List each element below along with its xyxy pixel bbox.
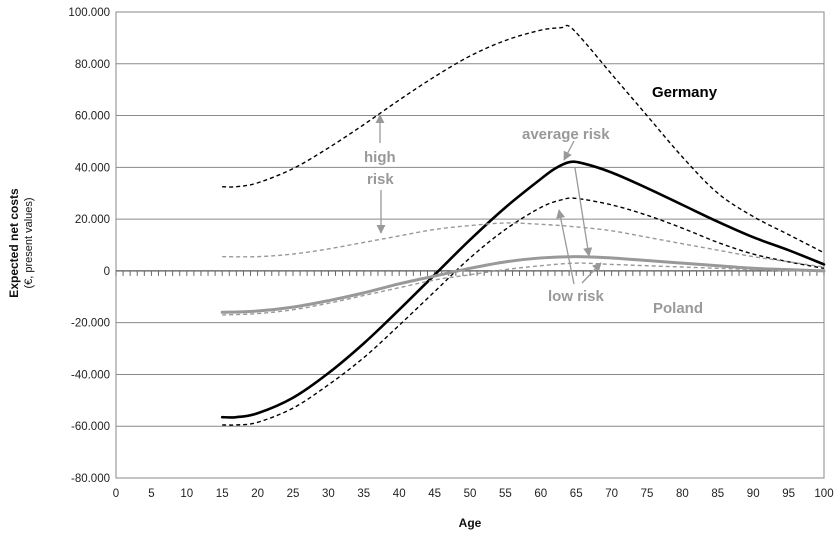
arrow-low-risk-poland	[581, 262, 602, 284]
y-axis-title-group: Expected net costs (€, present values)	[7, 188, 35, 298]
y-axis-title: Expected net costs	[7, 188, 21, 298]
series-lines	[220, 24, 826, 426]
y-axis-subtitle: (€, present values)	[23, 197, 35, 288]
x-tick-label: 55	[499, 488, 512, 500]
x-tick-label: 30	[322, 488, 335, 500]
annotation-high-risk-line1: high	[364, 149, 396, 166]
x-tick-label: 90	[747, 488, 760, 500]
y-tick-label: 80.000	[75, 59, 110, 71]
y-tick-label: 60.000	[75, 111, 110, 123]
series-germany-low	[222, 197, 825, 426]
annotation-germany: Germany	[652, 84, 718, 101]
annotation-poland: Poland	[653, 300, 703, 317]
x-tick-label: 75	[641, 488, 654, 500]
x-axis-title: Age	[459, 516, 482, 530]
y-tick-label: 20.000	[75, 214, 110, 226]
annotation-low-risk: low risk	[548, 288, 605, 305]
x-tick-label: 35	[357, 488, 370, 500]
x-tick-label: 85	[711, 488, 724, 500]
series-poland-high	[222, 222, 825, 268]
series-poland-average	[220, 255, 826, 314]
x-tick-label: 100	[814, 488, 833, 500]
y-tick-label: 40.000	[75, 162, 110, 174]
y-tick-label: -40.000	[71, 369, 110, 381]
x-tick-label: 60	[534, 488, 547, 500]
x-tick-label: 40	[393, 488, 406, 500]
y-tick-label: -20.000	[71, 318, 110, 330]
y-tick-label: -60.000	[71, 421, 110, 433]
grid-lines	[116, 11, 824, 479]
x-tick-label: 10	[180, 488, 193, 500]
plot-border	[115, 11, 825, 479]
series-germany-average	[220, 160, 826, 419]
x-tick-label: 15	[216, 488, 229, 500]
x-tick-label: 50	[464, 488, 477, 500]
annotation-average-risk: average risk	[522, 126, 610, 143]
x-tick-label: 0	[113, 488, 119, 500]
plot-area	[115, 11, 825, 479]
x-tick-label: 5	[148, 488, 154, 500]
x-tick-label: 65	[570, 488, 583, 500]
annotation-arrows	[375, 114, 602, 285]
x-axis-ticks	[115, 270, 825, 276]
y-tick-label: -80.000	[71, 473, 110, 485]
x-tick-label: 45	[428, 488, 441, 500]
arrow-low-risk-germany	[556, 209, 575, 285]
annotation-high-risk-line2: risk	[367, 171, 394, 188]
arrow-average-risk-poland	[574, 167, 593, 257]
x-tick-label: 95	[782, 488, 795, 500]
x-tick-label: 25	[287, 488, 300, 500]
x-axis-tick-labels: 0 5 10 15 20 25 30 35 40 45 50 55 60 65 70 75 80 85 90 95 10…	[113, 488, 834, 500]
series-germany-high	[222, 24, 825, 254]
arrow-average-risk-germany	[563, 140, 575, 161]
y-tick-label: 0	[104, 266, 110, 278]
x-tick-label: 70	[605, 488, 618, 500]
y-tick-label: 100.000	[68, 7, 110, 19]
x-tick-label: 20	[251, 488, 264, 500]
y-axis-tick-labels: -80.000 -60.000 -40.000 -20.000 0 20.000 40.00…	[68, 7, 110, 485]
x-tick-label: 80	[676, 488, 689, 500]
